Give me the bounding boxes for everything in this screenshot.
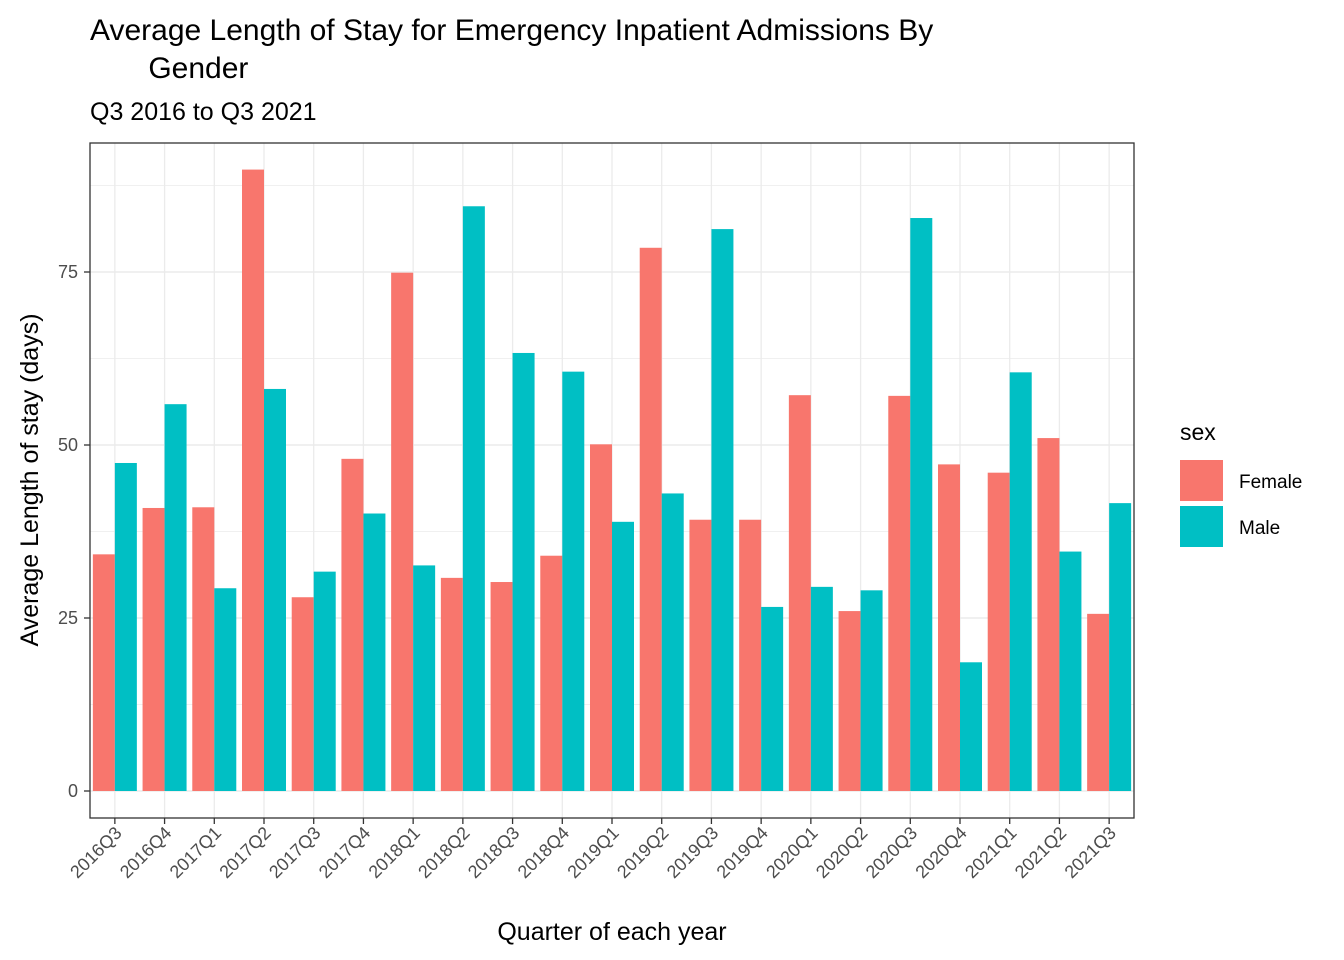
bar-male-2018Q3 <box>512 352 535 791</box>
bar-female-2016Q3 <box>92 554 115 791</box>
y-axis: 0 25 50 75 <box>58 262 90 801</box>
x-tick-label: 2016Q3 <box>66 823 125 882</box>
bar-male-2020Q2 <box>860 590 883 791</box>
bar-male-2021Q1 <box>1009 372 1032 791</box>
bar-male-2016Q3 <box>114 462 137 791</box>
y-tick-label: 0 <box>68 781 78 801</box>
bar-male-2019Q1 <box>612 521 634 791</box>
bar-female-2021Q2 <box>1037 438 1060 791</box>
bar-female-2020Q4 <box>938 464 960 791</box>
x-tick-label: 2020Q1 <box>762 823 821 882</box>
x-tick-label: 2017Q1 <box>166 823 225 882</box>
bar-female-2017Q2 <box>242 169 264 792</box>
bar-female-2017Q1 <box>192 507 215 791</box>
y-tick-label: 25 <box>58 608 78 628</box>
bar-male-2018Q4 <box>562 371 585 791</box>
legend-title: sex <box>1180 419 1216 445</box>
bar-female-2017Q4 <box>341 458 364 791</box>
bar-male-2016Q4 <box>164 404 187 791</box>
bar-female-2018Q3 <box>490 582 513 791</box>
legend-label-male: Male <box>1239 518 1280 539</box>
bar-male-2017Q2 <box>264 388 286 791</box>
bar-female-2019Q4 <box>739 519 762 791</box>
x-tick-label: 2017Q3 <box>265 823 324 882</box>
bar-male-2018Q1 <box>413 565 436 791</box>
x-tick-label: 2017Q2 <box>215 823 274 882</box>
bar-male-2021Q2 <box>1059 551 1082 791</box>
legend-label-female: Female <box>1239 472 1302 493</box>
bar-female-2019Q1 <box>590 444 612 791</box>
chart-title: Average Length of Stay for Emergency Inp… <box>90 14 934 85</box>
y-axis-title: Average Length of stay (days) <box>16 313 44 646</box>
bar-male-2019Q4 <box>761 606 784 791</box>
bar-male-2020Q1 <box>810 586 833 791</box>
x-tick-label: 2021Q1 <box>961 823 1020 882</box>
x-tick-label: 2019Q4 <box>713 823 772 882</box>
bar-male-2020Q4 <box>960 662 982 791</box>
x-tick-label: 2020Q3 <box>862 823 921 882</box>
bar-female-2018Q2 <box>440 577 463 791</box>
bars <box>92 169 1132 792</box>
bar-female-2020Q3 <box>888 395 911 791</box>
bar-male-2017Q4 <box>363 513 386 791</box>
bar-female-2020Q1 <box>788 395 811 791</box>
bar-female-2019Q3 <box>689 519 712 791</box>
y-tick-label: 75 <box>58 262 78 282</box>
x-tick-label: 2021Q2 <box>1011 823 1070 882</box>
bar-female-2018Q1 <box>391 272 414 791</box>
bar-female-2019Q2 <box>639 247 662 791</box>
bar-male-2021Q3 <box>1109 503 1132 791</box>
bar-male-2017Q3 <box>313 571 336 791</box>
x-tick-label: 2018Q1 <box>365 823 424 882</box>
x-tick-label: 2019Q1 <box>563 823 622 882</box>
x-tick-label: 2017Q4 <box>315 823 374 882</box>
bar-female-2021Q3 <box>1087 613 1110 791</box>
x-tick-label: 2018Q4 <box>514 823 573 882</box>
bar-female-2017Q3 <box>291 597 314 791</box>
x-tick-label: 2019Q3 <box>663 823 722 882</box>
y-tick-label: 50 <box>58 435 78 455</box>
bar-male-2019Q3 <box>711 229 734 791</box>
bar-male-2017Q1 <box>214 588 237 791</box>
x-tick-label: 2018Q3 <box>464 823 523 882</box>
bar-female-2020Q2 <box>838 611 861 791</box>
x-axis: 2016Q32016Q42017Q12017Q22017Q32017Q42018… <box>66 818 1120 882</box>
x-tick-label: 2019Q2 <box>613 823 672 882</box>
legend-key-male <box>1180 506 1223 547</box>
x-tick-label: 2016Q4 <box>116 823 175 882</box>
legend: sex Female Male <box>1180 419 1302 547</box>
chart-subtitle: Q3 2016 to Q3 2021 <box>90 98 317 126</box>
x-axis-title: Quarter of each year <box>497 918 726 946</box>
bar-female-2018Q4 <box>540 555 563 791</box>
bar-female-2021Q1 <box>987 472 1010 791</box>
x-tick-label: 2018Q2 <box>414 823 473 882</box>
bar-male-2020Q3 <box>910 218 933 792</box>
bar-female-2016Q4 <box>142 507 165 791</box>
x-tick-label: 2021Q3 <box>1061 823 1120 882</box>
x-tick-label: 2020Q4 <box>911 823 970 882</box>
bar-male-2018Q2 <box>462 206 485 791</box>
x-tick-label: 2020Q2 <box>812 823 871 882</box>
bar-male-2019Q2 <box>661 493 684 791</box>
legend-key-female <box>1180 460 1223 501</box>
